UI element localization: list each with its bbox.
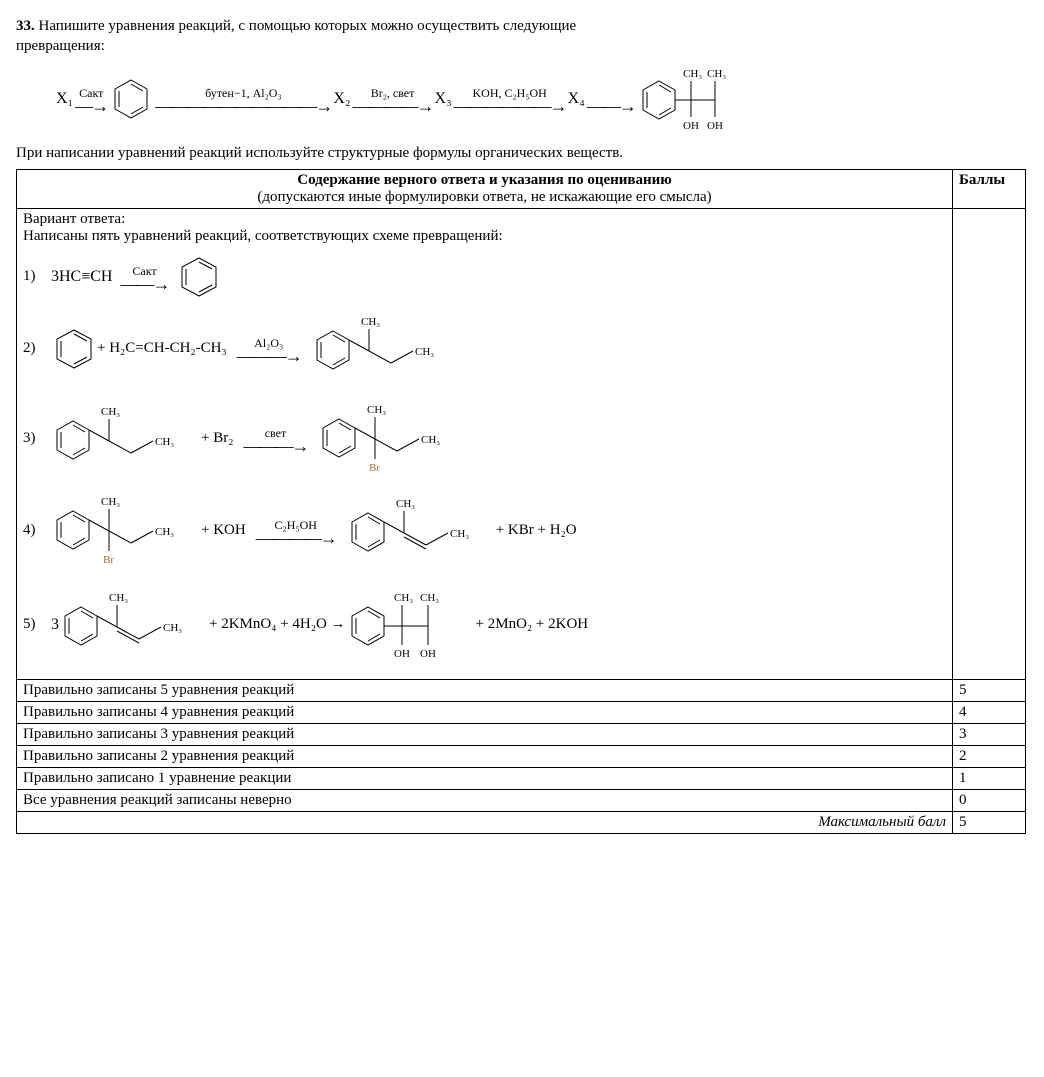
arrow-3: Br₂, свет ————→ bbox=[353, 86, 433, 111]
reaction-3: 3) CH₃ CH₃ + Br₂ bbox=[23, 397, 946, 481]
svg-text:CH₃: CH₃ bbox=[707, 68, 726, 80]
answer-row: Вариант ответа: Написаны пять уравнений … bbox=[17, 208, 1026, 679]
arrow-5: ——→ bbox=[587, 86, 635, 111]
bromo-product-icon: CH₃ Br CH₃ bbox=[317, 397, 467, 481]
reaction-scheme: X₁ Cакт —→ бутен−1, Al₂O₃ ——————————→ X₂… bbox=[56, 63, 1026, 135]
svg-text:CH₃: CH₃ bbox=[396, 498, 415, 510]
svg-text:CH₃: CH₃ bbox=[367, 404, 386, 416]
svg-text:CH₃: CH₃ bbox=[163, 622, 182, 634]
score-row: Правильно записаны 2 уравнения реакций2 bbox=[17, 745, 1026, 767]
answer-intro1: Вариант ответа: bbox=[23, 211, 946, 228]
svg-text:CH₃: CH₃ bbox=[394, 592, 413, 604]
answer-body: Вариант ответа: Написаны пять уравнений … bbox=[17, 208, 953, 679]
svg-text:CH₃: CH₃ bbox=[101, 496, 120, 508]
x4: X₄ bbox=[568, 90, 585, 108]
score-row: Правильно записаны 4 уравнения реакций4 bbox=[17, 701, 1026, 723]
problem-number: 33. bbox=[16, 18, 35, 34]
svg-text:CH₃: CH₃ bbox=[420, 592, 439, 604]
problem-line2: превращения: bbox=[16, 38, 105, 54]
x3: X₃ bbox=[435, 90, 452, 108]
benzene-icon bbox=[176, 253, 222, 301]
reaction-4: 4) CH₃ Br CH₃ bbox=[23, 489, 946, 573]
svg-text:CH₃: CH₃ bbox=[109, 592, 128, 604]
header-main-cell: Содержание верного ответа и указания по … bbox=[17, 169, 953, 208]
svg-text:CH₃: CH₃ bbox=[415, 346, 434, 358]
svg-text:Br: Br bbox=[369, 462, 380, 474]
arrow-4: KOH, C₂H₅OH ——————→ bbox=[454, 86, 566, 111]
svg-text:CH₃: CH₃ bbox=[101, 406, 120, 418]
benzene-icon bbox=[109, 76, 153, 122]
problem-statement: 33. Напишите уравнения реакций, с помощь… bbox=[16, 16, 1026, 57]
x2: X₂ bbox=[333, 90, 350, 108]
score-row: Все уравнения реакций записаны неверно0 bbox=[17, 789, 1026, 811]
arrow-2: бутен−1, Al₂O₃ ——————————→ bbox=[155, 86, 331, 111]
reaction-2: 2) + H₂C=CH-CH₂-CH₃ Al₂O₃ ———→ bbox=[23, 309, 946, 389]
answer-intro2: Написаны пять уравнений реакций, соответ… bbox=[23, 228, 946, 245]
bromo-reactant-icon: CH₃ Br CH₃ bbox=[51, 489, 201, 573]
max-row: Максимальный балл5 bbox=[17, 811, 1026, 833]
problem-line1: Напишите уравнения реакций, с помощью ко… bbox=[39, 18, 577, 34]
reaction-5: 5) 3 CH₃ CH₃ + bbox=[23, 581, 946, 669]
svg-text:CH₃: CH₃ bbox=[155, 436, 174, 448]
secbutylbenzene-icon: CH₃ CH₃ bbox=[311, 309, 461, 389]
table-header-row: Содержание верного ответа и указания по … bbox=[17, 169, 1026, 208]
svg-text:CH₃: CH₃ bbox=[361, 316, 380, 328]
svg-text:OH: OH bbox=[420, 648, 436, 660]
points-header: Баллы bbox=[953, 169, 1026, 208]
svg-text:CH₃: CH₃ bbox=[683, 68, 702, 80]
score-row: Правильно записано 1 уравнение реакции1 bbox=[17, 767, 1026, 789]
svg-text:Br: Br bbox=[103, 554, 114, 566]
secbutylbenzene-icon: CH₃ CH₃ bbox=[51, 399, 201, 479]
arrow-1: Cакт —→ bbox=[75, 86, 107, 111]
diol-product-icon: CH₃ CH₃ OH OH bbox=[346, 581, 476, 669]
score-row: Правильно записаны 5 уравнения реакций5 bbox=[17, 679, 1026, 701]
alkene-icon: CH₃ CH₃ bbox=[346, 491, 496, 571]
svg-text:CH₃: CH₃ bbox=[421, 434, 440, 446]
reaction-1: 1) 3HC≡CH Cакт ——→ bbox=[23, 253, 946, 301]
answer-points-cell bbox=[953, 208, 1026, 679]
score-row: Правильно записаны 3 уравнения реакций3 bbox=[17, 723, 1026, 745]
alkene-icon: CH₃ CH₃ bbox=[59, 585, 209, 665]
svg-text:OH: OH bbox=[707, 120, 723, 132]
problem-note: При написании уравнений реакций использу… bbox=[16, 143, 1026, 163]
svg-text:OH: OH bbox=[394, 648, 410, 660]
product-diol-icon: CH₃ CH₃ OH OH bbox=[637, 63, 757, 135]
rubric-table: Содержание верного ответа и указания по … bbox=[16, 169, 1026, 834]
benzene-icon bbox=[51, 325, 97, 373]
x1: X₁ bbox=[56, 90, 73, 108]
svg-text:OH: OH bbox=[683, 120, 699, 132]
svg-text:CH₃: CH₃ bbox=[155, 526, 174, 538]
svg-text:CH₃: CH₃ bbox=[450, 528, 469, 540]
